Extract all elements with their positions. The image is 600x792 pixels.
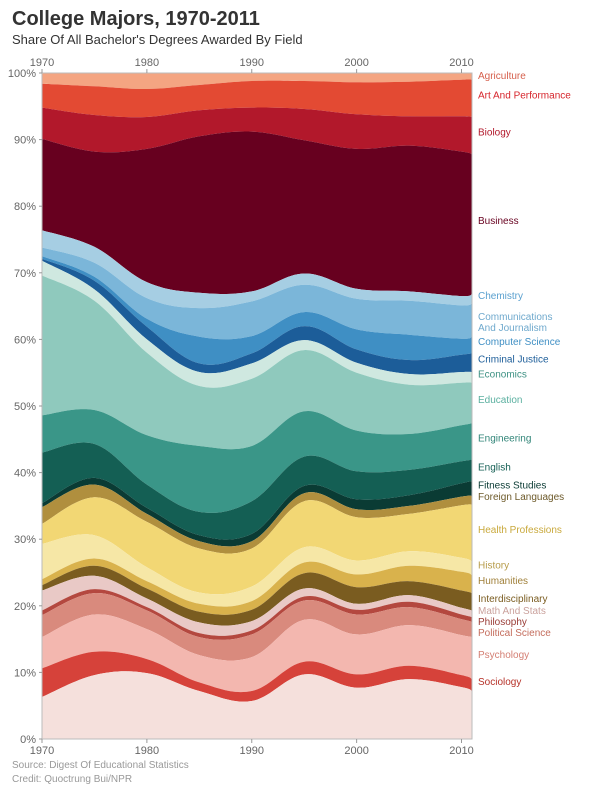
x-tick-top: 1990 bbox=[240, 57, 264, 69]
x-tick-bottom: 1990 bbox=[240, 745, 264, 755]
stacked-area-chart: 0%10%20%30%40%50%60%70%80%90%100%1970197… bbox=[0, 55, 600, 755]
series-label: Biology bbox=[478, 128, 511, 139]
series-label: Business bbox=[478, 216, 519, 227]
y-tick-label: 50% bbox=[14, 401, 36, 413]
x-tick-top: 1980 bbox=[135, 57, 159, 69]
series-label: Humanities bbox=[478, 576, 528, 587]
series-label: English bbox=[478, 463, 511, 474]
series-label: Philosophy bbox=[478, 617, 527, 628]
y-tick-label: 40% bbox=[14, 468, 36, 480]
series-label: CommunicationsAnd Journalism bbox=[478, 312, 552, 334]
areas bbox=[42, 73, 472, 739]
x-tick-bottom: 1970 bbox=[30, 745, 54, 755]
series-label: Agriculture bbox=[478, 71, 526, 82]
y-tick-label: 80% bbox=[14, 201, 36, 213]
page: College Majors, 1970-2011 Share Of All B… bbox=[0, 0, 600, 792]
x-tick-top: 1970 bbox=[30, 57, 54, 69]
y-tick-label: 10% bbox=[14, 667, 36, 679]
chart-footer: Source: Digest Of Educational Statistics… bbox=[12, 759, 189, 786]
series-label: Economics bbox=[478, 369, 527, 380]
chart-subtitle: Share Of All Bachelor's Degrees Awarded … bbox=[12, 32, 303, 47]
y-tick-label: 30% bbox=[14, 534, 36, 546]
x-tick-top: 2000 bbox=[344, 57, 368, 69]
series-label: Foreign Languages bbox=[478, 492, 564, 503]
series-label: Computer Science bbox=[478, 337, 561, 348]
series-label: Interdisciplinary bbox=[478, 594, 547, 605]
series-label: Fitness Studies bbox=[478, 481, 546, 492]
series-label: Political Science bbox=[478, 628, 551, 639]
x-tick-bottom: 2000 bbox=[344, 745, 368, 755]
credit-line: Credit: Quoctrung Bui/NPR bbox=[12, 773, 189, 787]
series-label: Health Professions bbox=[478, 525, 562, 536]
y-tick-label: 60% bbox=[14, 334, 36, 346]
series-label: Chemistry bbox=[478, 291, 523, 302]
x-tick-bottom: 1980 bbox=[135, 745, 159, 755]
y-tick-label: 70% bbox=[14, 268, 36, 280]
series-label: Engineering bbox=[478, 434, 531, 445]
y-tick-label: 100% bbox=[8, 68, 36, 80]
series-label: Sociology bbox=[478, 677, 521, 688]
series-label: Art And Performance bbox=[478, 90, 571, 101]
source-line: Source: Digest Of Educational Statistics bbox=[12, 759, 189, 773]
y-tick-label: 90% bbox=[14, 135, 36, 147]
series-label: Criminal Justice bbox=[478, 355, 549, 366]
series-label: History bbox=[478, 561, 509, 572]
x-tick-top: 2010 bbox=[449, 57, 473, 69]
x-tick-bottom: 2010 bbox=[449, 745, 473, 755]
series-label: Education bbox=[478, 395, 522, 406]
chart-title: College Majors, 1970-2011 bbox=[12, 8, 260, 31]
series-label: Psychology bbox=[478, 650, 529, 661]
chart-container: 0%10%20%30%40%50%60%70%80%90%100%1970197… bbox=[0, 55, 600, 755]
y-tick-label: 20% bbox=[14, 601, 36, 613]
series-label: Math And Stats bbox=[478, 606, 546, 617]
